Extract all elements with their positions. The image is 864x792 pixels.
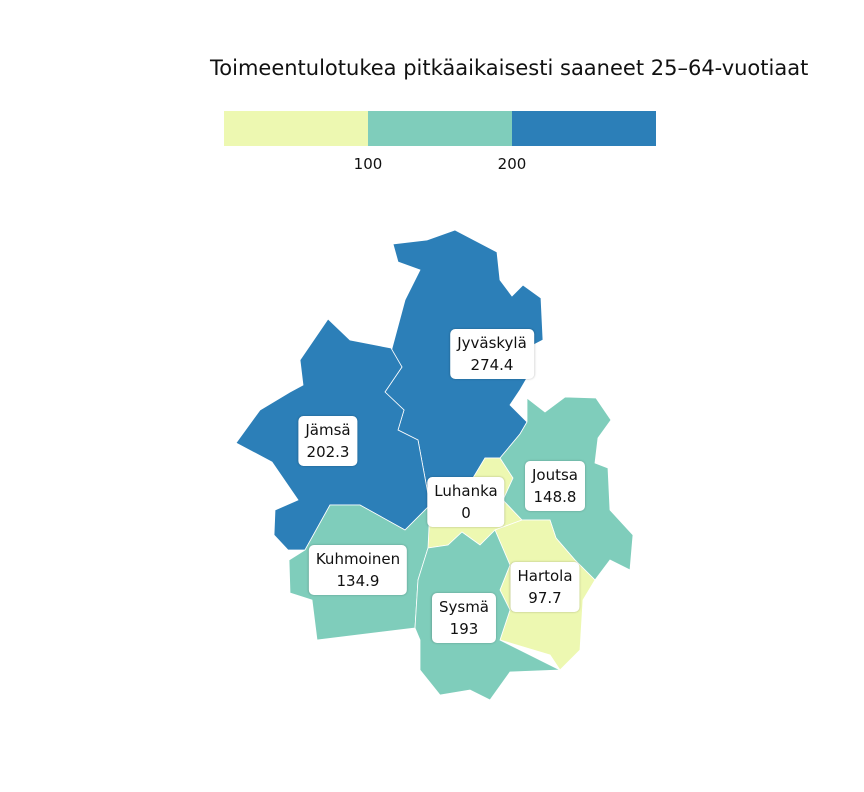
region-name: Luhanka: [434, 482, 498, 500]
label-kuhmoinen: Kuhmoinen 134.9: [308, 545, 408, 595]
region-value: 274.4: [470, 356, 514, 374]
region-value: 97.7: [528, 589, 562, 607]
map-title: Toimeentulotukea pitkäaikaisesti saaneet…: [210, 56, 809, 80]
legend-swatch-low: [224, 111, 368, 146]
region-value: 0: [461, 504, 471, 522]
region-name: Kuhmoinen: [315, 550, 401, 568]
region-value: 134.9: [336, 572, 380, 590]
region-name: Joutsa: [532, 466, 578, 484]
legend-tick-100: 100: [353, 155, 383, 173]
label-sysma: Sysmä 193: [431, 593, 497, 643]
legend-swatch-high: [512, 111, 656, 146]
label-hartola: Hartola 97.7: [510, 562, 580, 612]
legend-swatch-mid: [368, 111, 512, 146]
region-value: 193: [449, 620, 479, 638]
region-value: 202.3: [306, 443, 350, 461]
label-luhanka: Luhanka 0: [427, 477, 505, 527]
label-joutsa: Joutsa 148.8: [525, 461, 585, 511]
region-name: Sysmä: [438, 598, 490, 616]
label-jyvaskyla: Jyväskylä 274.4: [450, 329, 534, 379]
region-name: Jyväskylä: [457, 334, 527, 352]
legend-tick-200: 200: [497, 155, 527, 173]
region-name: Jämsä: [305, 421, 351, 439]
label-jamsa: Jämsä 202.3: [298, 416, 358, 466]
region-name: Hartola: [517, 567, 573, 585]
color-legend: [224, 111, 656, 146]
region-value: 148.8: [533, 488, 577, 506]
